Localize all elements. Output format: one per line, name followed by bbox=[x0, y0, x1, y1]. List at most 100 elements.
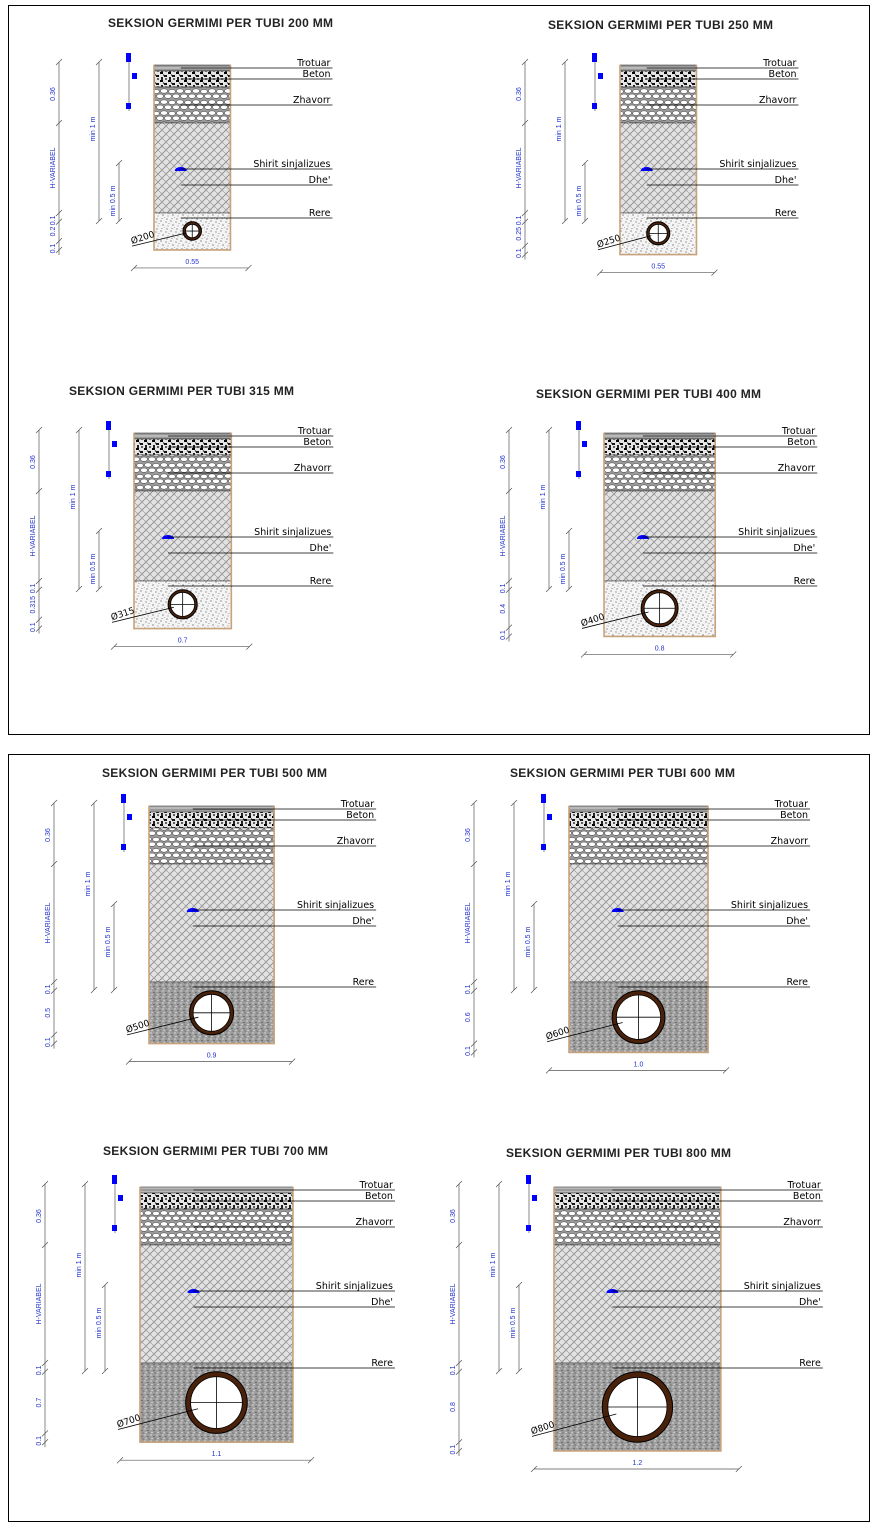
level-marker bbox=[132, 73, 137, 79]
label-dhe: Dhe' bbox=[793, 543, 815, 554]
dim-sand-height: 0.6 bbox=[465, 1012, 472, 1022]
dim-h-variabel: H-VARIABEL bbox=[30, 515, 37, 556]
label-zhavorr: Zhavorr bbox=[759, 95, 797, 106]
layer-dhe bbox=[140, 1245, 293, 1363]
section-title: SEKSION GERMIMI PER TUBI 700 MM bbox=[103, 1144, 328, 1158]
label-shirit-sinjalizues: Shirit sinjalizues bbox=[316, 1281, 393, 1292]
label-zhavorr: Zhavorr bbox=[294, 463, 332, 474]
pipe-diameter-label: Ø200 bbox=[130, 229, 157, 247]
section-title: SEKSION GERMIMI PER TUBI 315 MM bbox=[69, 384, 294, 398]
trench-section-5: SEKSION GERMIMI PER TUBI 500 MM Ø500 Trotu… bbox=[45, 766, 376, 1065]
level-marker bbox=[112, 441, 117, 447]
dim-bed-top: 0.1 bbox=[36, 1365, 43, 1375]
dim-bed-bottom: 0.1 bbox=[450, 1445, 457, 1455]
trench-section-8: SEKSION GERMIMI PER TUBI 800 MM Ø800 Trotu… bbox=[450, 1146, 823, 1472]
dim-sand-height: 0.4 bbox=[500, 604, 507, 614]
dim-min-05m: min 0.5 m bbox=[105, 926, 112, 957]
dim-min-1m: min 1 m bbox=[76, 1252, 83, 1277]
dim-min-1m: min 1 m bbox=[490, 1252, 497, 1277]
dim-width: 1.0 bbox=[634, 1061, 644, 1068]
dim-h-variabel: H-VARIABEL bbox=[36, 1283, 43, 1324]
dim-top-036: 0.36 bbox=[465, 828, 472, 842]
dim-min-05m: min 0.5 m bbox=[525, 926, 532, 957]
dim-sand-height: 0.5 bbox=[45, 1008, 52, 1018]
label-dhe: Dhe' bbox=[786, 916, 808, 927]
label-shirit-sinjalizues: Shirit sinjalizues bbox=[253, 159, 330, 170]
layer-dhe bbox=[134, 491, 231, 581]
label-zhavorr: Zhavorr bbox=[293, 95, 331, 106]
level-marker bbox=[121, 794, 126, 803]
label-shirit-sinjalizues: Shirit sinjalizues bbox=[297, 900, 374, 911]
dim-width: 1.1 bbox=[212, 1451, 222, 1458]
dim-min-1m: min 1 m bbox=[556, 116, 563, 141]
sections-layer: SEKSION GERMIMI PER TUBI 200 MM Ø200 Trotu… bbox=[30, 16, 823, 1472]
dim-bed-bottom: 0.1 bbox=[500, 630, 507, 640]
label-dhe: Dhe' bbox=[309, 175, 331, 186]
dim-top-036: 0.36 bbox=[36, 1209, 43, 1223]
pipe-diameter-label: Ø315 bbox=[110, 605, 136, 623]
trench-section-4: SEKSION GERMIMI PER TUBI 400 MMØ400Trotu… bbox=[500, 387, 817, 657]
level-marker bbox=[576, 471, 581, 477]
label-dhe: Dhe' bbox=[775, 175, 797, 186]
label-trotuar: Trotuar bbox=[762, 58, 796, 69]
label-beton: Beton bbox=[780, 810, 808, 821]
trench-section-2: SEKSION GERMIMI PER TUBI 250 MMØ250Trotu… bbox=[516, 18, 798, 276]
label-dhe: Dhe' bbox=[799, 1297, 821, 1308]
label-shirit-sinjalizues: Shirit sinjalizues bbox=[738, 527, 815, 538]
level-marker bbox=[121, 844, 126, 850]
level-marker bbox=[106, 421, 111, 430]
dim-top-036: 0.36 bbox=[500, 455, 507, 469]
pipe-diameter-label: Ø600 bbox=[545, 1025, 572, 1043]
pipe-diameter-label: Ø400 bbox=[580, 611, 607, 629]
label-rere: Rere bbox=[353, 977, 375, 988]
label-zhavorr: Zhavorr bbox=[783, 1217, 821, 1228]
label-shirit-sinjalizues: Shirit sinjalizues bbox=[719, 159, 796, 170]
level-marker bbox=[526, 1175, 531, 1184]
level-marker bbox=[582, 441, 587, 447]
level-marker bbox=[118, 1195, 123, 1201]
level-marker bbox=[106, 471, 111, 477]
label-trotuar: Trotuar bbox=[296, 58, 330, 69]
dim-bed-bottom: 0.1 bbox=[50, 244, 57, 254]
dim-min-05m: min 0.5 m bbox=[510, 1307, 517, 1338]
label-rere: Rere bbox=[371, 1358, 393, 1369]
dim-bed-top: 0.1 bbox=[450, 1365, 457, 1375]
dim-min-1m: min 1 m bbox=[85, 871, 92, 896]
layer-dhe bbox=[149, 864, 274, 982]
label-trotuar: Trotuar bbox=[340, 799, 374, 810]
level-marker bbox=[112, 1225, 117, 1231]
dim-sand-height: 0.8 bbox=[450, 1402, 457, 1412]
layer-dhe bbox=[569, 864, 708, 982]
section-title: SEKSION GERMIMI PER TUBI 200 MM bbox=[108, 16, 333, 30]
dim-h-variabel: H-VARIABEL bbox=[50, 147, 57, 188]
dim-h-variabel: H-VARIABEL bbox=[45, 902, 52, 943]
label-zhavorr: Zhavorr bbox=[771, 836, 809, 847]
dim-width: 0.9 bbox=[207, 1053, 217, 1060]
label-trotuar: Trotuar bbox=[786, 1180, 820, 1191]
label-rere: Rere bbox=[794, 576, 816, 587]
label-beton: Beton bbox=[769, 69, 797, 80]
dim-top-036: 0.36 bbox=[45, 828, 52, 842]
level-marker bbox=[547, 814, 552, 820]
dim-bed-top: 0.1 bbox=[50, 215, 57, 225]
dim-sand-height: 0.315 bbox=[30, 596, 37, 614]
dim-bed-top: 0.1 bbox=[45, 984, 52, 994]
dim-min-05m: min 0.5 m bbox=[576, 185, 583, 216]
level-marker bbox=[541, 794, 546, 803]
dim-min-05m: min 0.5 m bbox=[96, 1307, 103, 1338]
trench-section-6: SEKSION GERMIMI PER TUBI 600 MM Ø600 Trotu… bbox=[465, 766, 810, 1073]
section-title: SEKSION GERMIMI PER TUBI 800 MM bbox=[506, 1146, 731, 1160]
dim-bed-top: 0.1 bbox=[30, 583, 37, 593]
dim-h-variabel: H-VARIABEL bbox=[500, 515, 507, 556]
dim-bed-top: 0.1 bbox=[500, 583, 507, 593]
label-trotuar: Trotuar bbox=[297, 426, 331, 437]
label-trotuar: Trotuar bbox=[359, 1180, 393, 1191]
dim-bed-top: 0.1 bbox=[465, 984, 472, 994]
pipe-diameter-label: Ø800 bbox=[530, 1419, 557, 1437]
label-shirit-sinjalizues: Shirit sinjalizues bbox=[254, 527, 331, 538]
label-beton: Beton bbox=[365, 1191, 393, 1202]
dim-bed-bottom: 0.1 bbox=[465, 1046, 472, 1056]
dim-width: 0.55 bbox=[185, 259, 199, 266]
dim-top-036: 0.36 bbox=[50, 87, 57, 101]
